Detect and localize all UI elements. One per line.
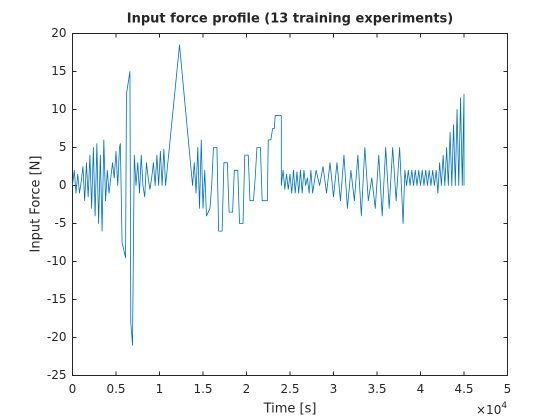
x-tick-label: 4 <box>417 382 425 396</box>
y-tick-label: -15 <box>47 292 67 306</box>
x-tick-label: 1.5 <box>193 382 212 396</box>
x-tick-label: 5 <box>504 382 512 396</box>
y-tick-label: 5 <box>59 140 67 154</box>
y-tick-label: 20 <box>51 26 66 40</box>
x-tick-label: 0 <box>69 382 77 396</box>
chart-title: Input force profile (13 training experim… <box>127 12 453 27</box>
x-tick-label: 2 <box>243 382 251 396</box>
x-exponent: ×104 <box>476 401 507 417</box>
axes-box <box>72 33 508 376</box>
x-tick-label: 1 <box>156 382 164 396</box>
y-tick-label: -5 <box>55 216 67 230</box>
y-tick-label: -25 <box>47 368 67 382</box>
x-tick-label: 0.5 <box>106 382 125 396</box>
x-axis-label: Time [s] <box>263 402 317 417</box>
x-tick-label: 3 <box>330 382 338 396</box>
data-line <box>72 44 465 346</box>
x-tick-label: 3.5 <box>367 382 386 396</box>
y-tick-label: -20 <box>47 330 67 344</box>
x-tick-label: 2.5 <box>280 382 299 396</box>
y-tick-label: 10 <box>51 102 66 116</box>
x-exponent-power: 4 <box>501 401 507 411</box>
y-tick-label: -10 <box>47 254 67 268</box>
y-tick-label: 15 <box>51 64 66 78</box>
x-tick-label: 4.5 <box>454 382 473 396</box>
x-exponent-base: ×10 <box>476 403 501 417</box>
y-axis-label: Input Force [N] <box>29 156 44 253</box>
y-tick-label: 0 <box>59 178 67 192</box>
